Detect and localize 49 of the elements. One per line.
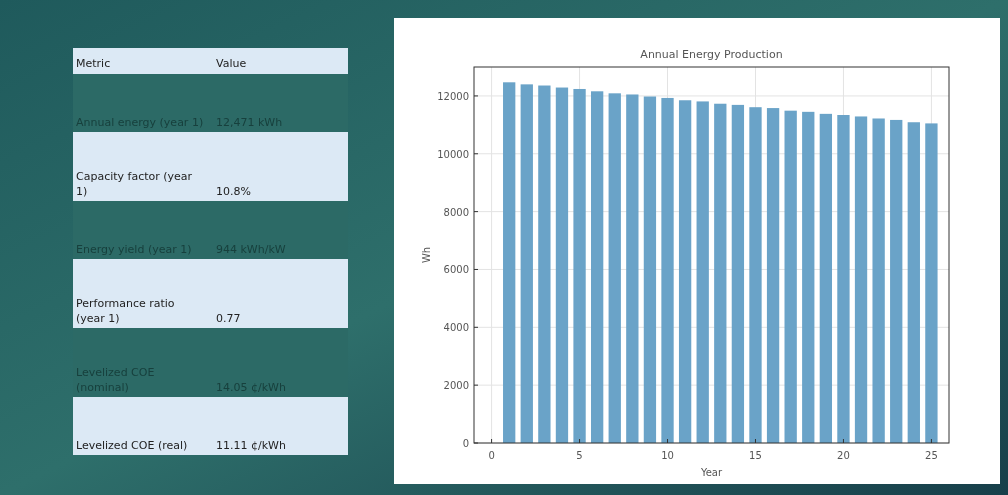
x-tick-label: 20 [837, 450, 850, 461]
y-axis-title: Wh [421, 246, 432, 264]
y-tick-label: 12000 [437, 90, 469, 102]
bar [608, 93, 621, 443]
y-tick-label: 0 [462, 438, 469, 449]
bar [907, 122, 920, 443]
bar [590, 91, 604, 443]
text: Capacity factor (year 1) [76, 170, 193, 198]
bar [854, 116, 868, 443]
bar [872, 118, 885, 443]
bar [837, 115, 850, 443]
chart-title: Annual Energy Production [640, 48, 783, 61]
text: Levelized COE (real) [76, 439, 188, 452]
bar [643, 96, 657, 443]
bar [538, 85, 551, 443]
category-label: Value [216, 57, 247, 70]
bar [573, 88, 586, 443]
x-tick-label: 25 [925, 450, 938, 461]
category-label: Metric [76, 57, 111, 70]
bar [802, 111, 815, 443]
bar [661, 97, 674, 443]
x-tick-label: 0 [488, 450, 495, 461]
bar [731, 104, 745, 443]
text: 11.11 ¢/kWh [216, 439, 286, 452]
bar [520, 84, 533, 443]
bar [714, 103, 727, 443]
x-tick-label: 5 [576, 450, 583, 461]
x-tick-label: 10 [661, 450, 674, 461]
x-tick-label: 15 [749, 450, 762, 461]
bar [890, 119, 903, 443]
y-tick-label: 6000 [443, 264, 469, 276]
bar [766, 108, 780, 443]
y-tick-label: 8000 [443, 206, 469, 218]
bar [784, 110, 797, 443]
bar [626, 94, 639, 443]
text: Performance ratio (year 1) [76, 297, 175, 325]
text: 0.77 [216, 312, 241, 325]
y-tick-label: 10000 [437, 148, 469, 160]
x-axis-title: Year [699, 467, 723, 478]
bar [678, 100, 692, 443]
text: 10.8% [216, 185, 251, 198]
bar [819, 113, 833, 443]
bar [925, 123, 938, 443]
y-tick-label: 2000 [443, 380, 469, 392]
bar [555, 87, 569, 443]
bar [503, 82, 516, 443]
bar [749, 107, 762, 443]
bar [696, 101, 709, 443]
y-tick-label: 4000 [443, 322, 469, 334]
